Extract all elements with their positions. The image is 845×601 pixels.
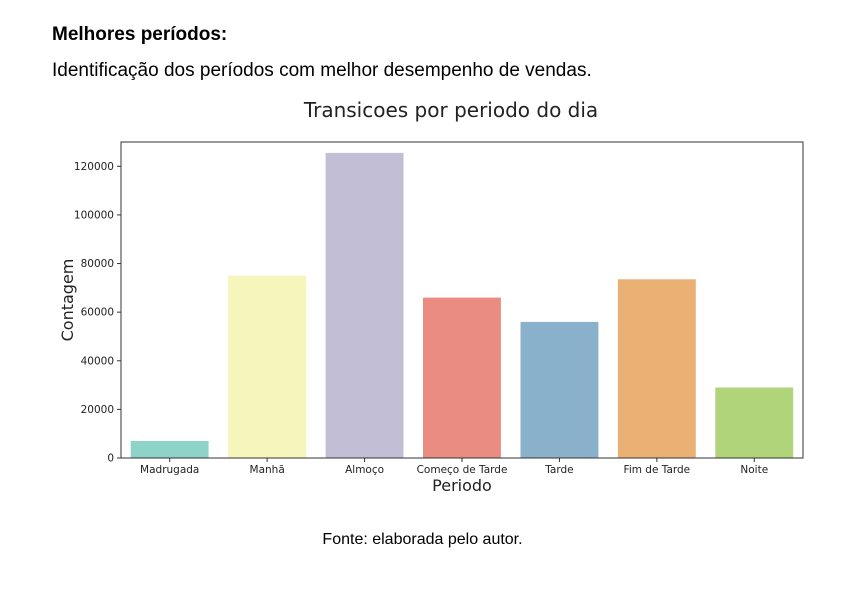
y-axis-label: Contagem: [58, 259, 77, 342]
bar: [617, 279, 696, 458]
x-tick-label: Fim de Tarde: [624, 464, 691, 476]
bar: [130, 441, 209, 458]
x-tick-label: Tarde: [544, 464, 573, 476]
x-tick-label: Manhã: [250, 464, 285, 476]
y-axis: 0 20000 40000 60000 80000 100000 120000: [74, 161, 121, 465]
y-tick-label: 100000: [74, 209, 114, 221]
y-tick-label: 0: [107, 453, 114, 465]
bar: [520, 321, 599, 458]
bar: [228, 275, 307, 458]
figure-caption: Fonte: elaborada pelo autor.: [322, 531, 523, 548]
x-tick-label: Começo de Tarde: [417, 464, 508, 476]
x-axis-label: Periodo: [432, 476, 492, 495]
bars-group: [130, 152, 794, 458]
x-axis: Madrugada Manhã Almoço Começo de Tarde Tarde…: [140, 458, 768, 476]
y-tick-label: 80000: [81, 258, 114, 270]
bar: [423, 297, 501, 458]
bar: [715, 387, 794, 458]
x-tick-label: Noite: [740, 464, 768, 476]
plot-frame: [120, 141, 804, 459]
y-tick-label: 40000: [81, 355, 114, 367]
y-tick-label: 120000: [74, 161, 114, 173]
section-heading: Melhores períodos:: [52, 24, 228, 45]
y-tick-label: 20000: [81, 404, 114, 416]
chart-title: Transicoes por periodo do dia: [303, 98, 598, 122]
x-tick-label: Madrugada: [140, 464, 199, 476]
bar-chart: Transicoes por periodo do dia 0 20000 4000…: [58, 98, 804, 495]
y-tick-label: 60000: [81, 307, 114, 319]
section-intro: Identificação dos períodos com melhor de…: [52, 60, 592, 81]
x-tick-label: Almoço: [345, 464, 384, 476]
bar: [325, 152, 404, 458]
